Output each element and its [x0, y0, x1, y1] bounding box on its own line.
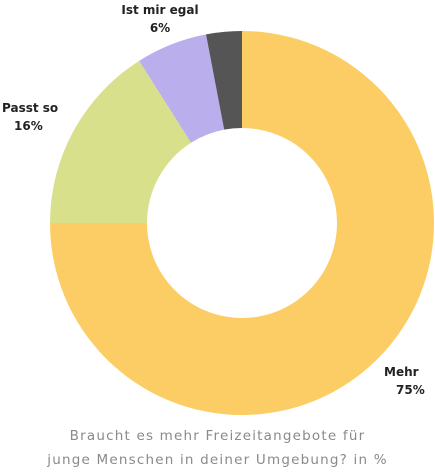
chart-caption: Braucht es mehr Freizeitangebote für jun… — [0, 424, 435, 472]
slice-unlabeled — [206, 31, 242, 130]
slice-label: Passt so — [2, 101, 58, 115]
slice-percent-label: 16% — [14, 119, 43, 133]
slice-percent-label: 75% — [396, 383, 425, 397]
slice-mehr — [50, 31, 434, 415]
donut-chart: Mehr 75% Passt so 16% Ist mir egal 6% — [2, 3, 434, 415]
slice-label: Mehr — [384, 365, 419, 379]
slice-passt-so — [50, 60, 192, 223]
caption-line-1: Braucht es mehr Freizeitangebote für — [69, 428, 366, 444]
slice-percent-label: 6% — [150, 21, 170, 35]
slice-label: Ist mir egal — [121, 3, 198, 17]
slice-ist-mir-egal — [139, 34, 225, 143]
caption-line-2: junge Menschen in deiner Umgebung? in % — [47, 452, 388, 468]
